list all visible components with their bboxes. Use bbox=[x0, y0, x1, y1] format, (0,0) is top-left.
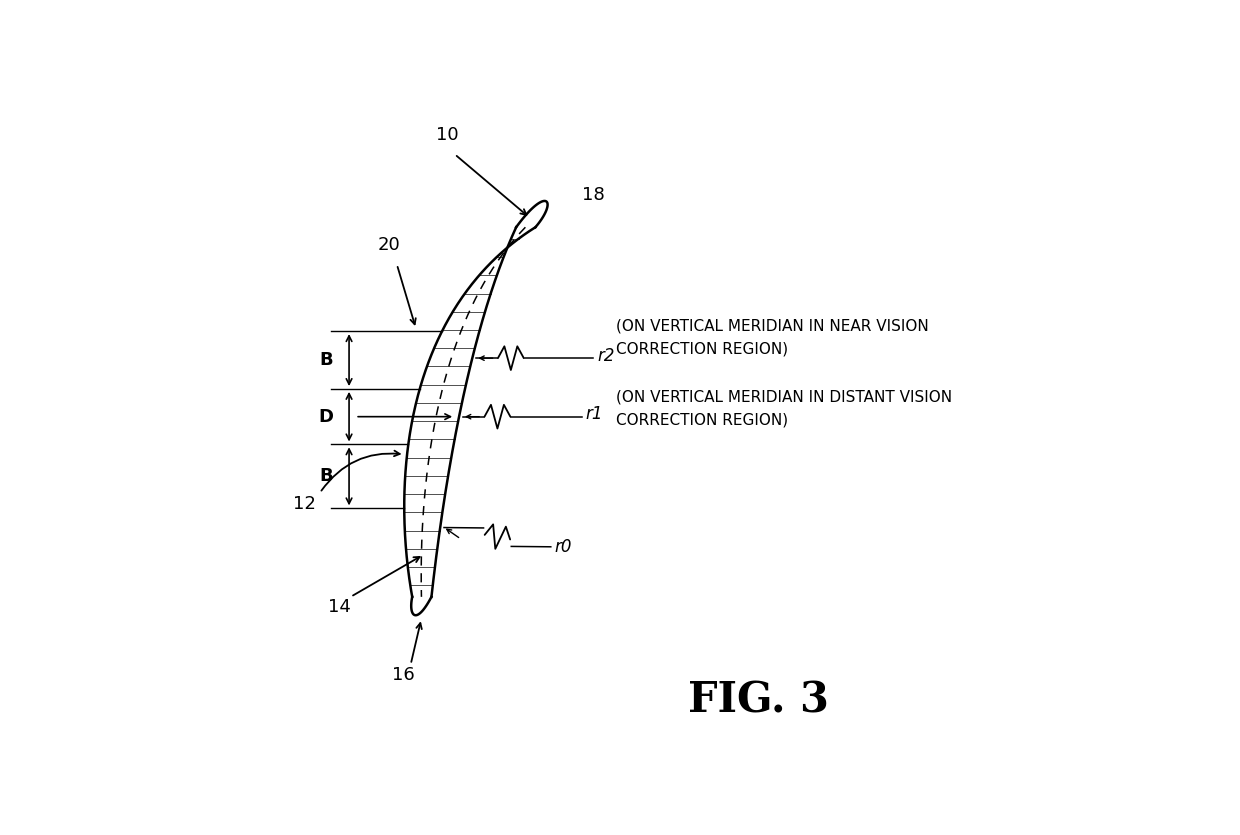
Text: r0: r0 bbox=[554, 538, 572, 556]
Text: CORRECTION REGION): CORRECTION REGION) bbox=[616, 412, 789, 428]
Text: r1: r1 bbox=[585, 405, 603, 423]
Text: (ON VERTICAL MERIDIAN IN DISTANT VISION: (ON VERTICAL MERIDIAN IN DISTANT VISION bbox=[616, 389, 952, 404]
Text: B: B bbox=[319, 351, 332, 369]
Text: CORRECTION REGION): CORRECTION REGION) bbox=[616, 342, 789, 357]
Text: D: D bbox=[319, 407, 334, 426]
Text: (ON VERTICAL MERIDIAN IN NEAR VISION: (ON VERTICAL MERIDIAN IN NEAR VISION bbox=[616, 318, 929, 333]
Text: 18: 18 bbox=[582, 186, 604, 204]
Text: r2: r2 bbox=[596, 347, 615, 365]
Text: FIG. 3: FIG. 3 bbox=[688, 680, 830, 721]
Text: 14: 14 bbox=[327, 598, 351, 616]
Text: 12: 12 bbox=[293, 495, 316, 514]
Text: B: B bbox=[319, 468, 332, 485]
Text: 16: 16 bbox=[392, 666, 414, 685]
Text: 10: 10 bbox=[435, 126, 458, 144]
Text: 20: 20 bbox=[378, 236, 401, 254]
